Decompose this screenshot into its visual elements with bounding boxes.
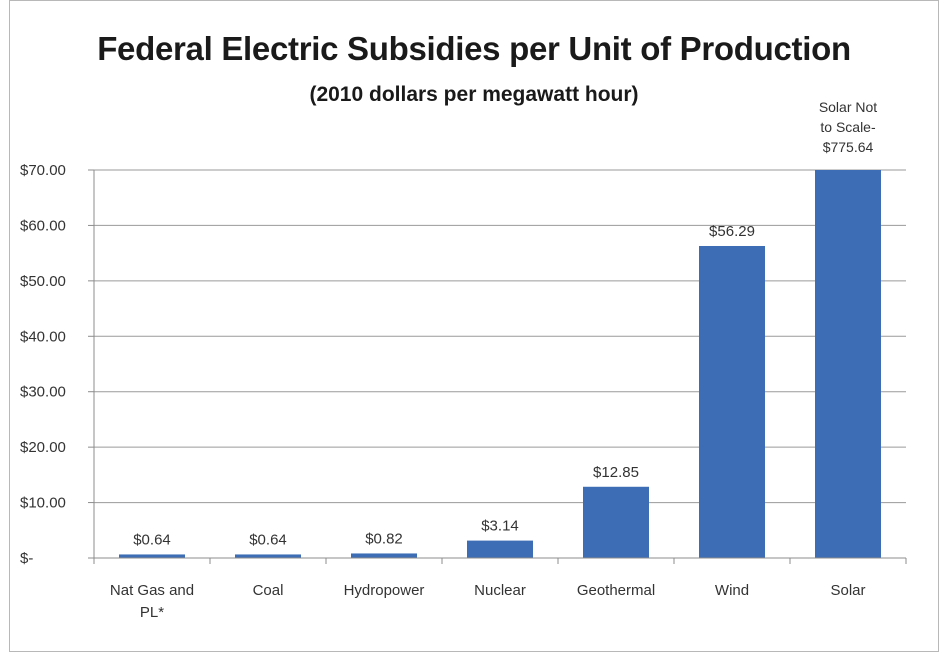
y-tick-label: $40.00 bbox=[20, 328, 66, 345]
chart-subtitle: (2010 dollars per megawatt hour) bbox=[309, 83, 639, 106]
bars bbox=[93, 170, 907, 564]
data-label: $0.64 bbox=[249, 531, 287, 548]
gridlines bbox=[88, 169, 906, 559]
bar-hydropower bbox=[351, 553, 417, 558]
y-tick-label: $30.00 bbox=[20, 384, 66, 401]
y-tick-label: $70.00 bbox=[20, 162, 66, 179]
data-label: $12.85 bbox=[593, 464, 639, 481]
data-label: $56.29 bbox=[709, 223, 755, 240]
category-label: Coal bbox=[253, 582, 284, 599]
category-label: Hydropower bbox=[344, 582, 425, 599]
solar-annotation: Solar Not to Scale-$775.64 bbox=[819, 99, 877, 155]
y-tick-label: $10.00 bbox=[20, 495, 66, 512]
bar-wind bbox=[699, 245, 765, 559]
bar-nat-gas-and-pl bbox=[119, 554, 185, 558]
data-label: $0.82 bbox=[365, 530, 403, 547]
category-label: Wind bbox=[715, 582, 749, 599]
annotation-text: Solar Not to Scale-$775.64 bbox=[819, 99, 877, 155]
data-label: $0.64 bbox=[133, 531, 171, 548]
data-label: $3.14 bbox=[481, 518, 519, 535]
data-labels: $0.64 $0.64 $0.82 $3.14 $12.85 $56.29 bbox=[133, 223, 755, 548]
bar-coal bbox=[235, 554, 301, 558]
category-label: Nuclear bbox=[474, 582, 526, 599]
x-axis-category-labels: Nat Gas and PL* Coal Hydropower Nuclear Geoth… bbox=[110, 582, 866, 621]
bar-nuclear bbox=[467, 540, 533, 558]
bar-geothermal bbox=[583, 486, 649, 558]
category-label: Nat Gas and PL* bbox=[110, 582, 194, 621]
y-tick-label: $20.00 bbox=[20, 439, 66, 456]
chart-title: Federal Electric Subsidies per Unit of P… bbox=[97, 30, 851, 67]
y-tick-label: $50.00 bbox=[20, 273, 66, 290]
category-label: Geothermal bbox=[577, 582, 655, 599]
y-axis-tick-labels: $- $10.00 $20.00 $30.00 $40.00 $50.00 $60.00 $7… bbox=[20, 162, 66, 567]
y-tick-label: $- bbox=[20, 550, 33, 567]
y-tick-label: $60.00 bbox=[20, 217, 66, 234]
bar-solar bbox=[815, 170, 881, 558]
category-label: Solar bbox=[830, 582, 865, 599]
